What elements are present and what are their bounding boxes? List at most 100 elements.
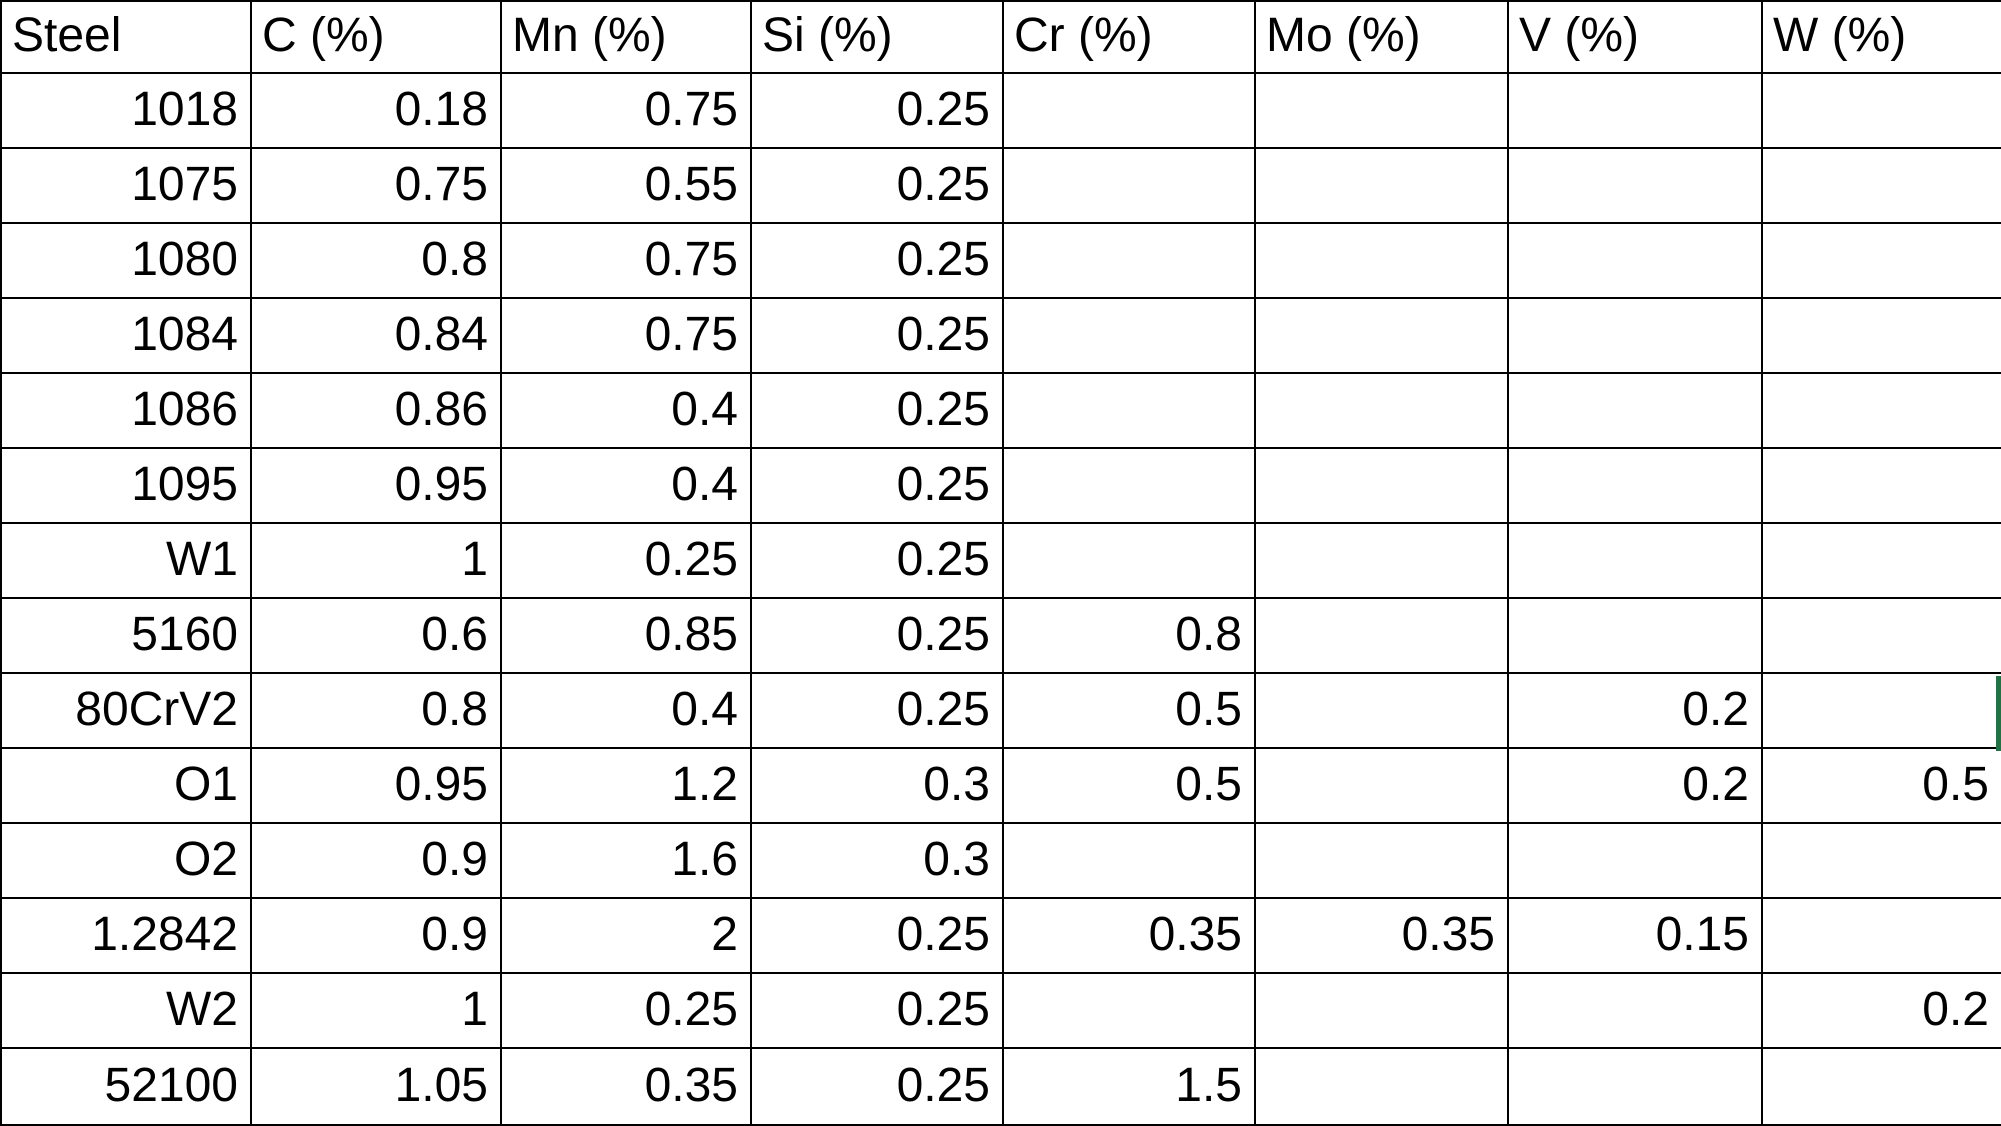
table-cell[interactable] — [1763, 599, 2001, 674]
header-cell-v[interactable]: V (%) — [1509, 2, 1763, 74]
table-cell[interactable] — [1763, 1049, 2001, 1126]
table-cell[interactable] — [1256, 1049, 1509, 1126]
steel-name-cell[interactable]: O2 — [2, 824, 252, 899]
table-cell[interactable] — [1763, 524, 2001, 599]
steel-name-cell[interactable]: 1095 — [2, 449, 252, 524]
table-cell[interactable] — [1256, 974, 1509, 1049]
table-cell[interactable] — [1256, 149, 1509, 224]
table-cell[interactable]: 0.25 — [502, 524, 752, 599]
table-cell[interactable] — [1004, 824, 1256, 899]
table-cell[interactable]: 0.25 — [752, 524, 1004, 599]
table-cell[interactable]: 0.2 — [1763, 974, 2001, 1049]
table-cell[interactable] — [1763, 299, 2001, 374]
table-cell[interactable]: 0.6 — [252, 599, 502, 674]
table-cell[interactable] — [1256, 749, 1509, 824]
table-cell[interactable]: 1.5 — [1004, 1049, 1256, 1126]
table-cell[interactable] — [1256, 449, 1509, 524]
table-cell[interactable] — [1004, 299, 1256, 374]
table-cell[interactable]: 0.95 — [252, 749, 502, 824]
table-cell[interactable]: 0.25 — [752, 74, 1004, 149]
table-cell[interactable] — [1256, 74, 1509, 149]
table-cell[interactable] — [1763, 224, 2001, 299]
table-cell[interactable] — [1763, 824, 2001, 899]
table-cell[interactable]: 0.25 — [752, 899, 1004, 974]
table-cell[interactable]: 0.25 — [752, 449, 1004, 524]
table-cell[interactable]: 0.25 — [752, 374, 1004, 449]
header-cell-mn[interactable]: Mn (%) — [502, 2, 752, 74]
table-cell[interactable] — [1763, 149, 2001, 224]
table-cell[interactable]: 0.25 — [752, 674, 1004, 749]
table-cell[interactable]: 0.35 — [1004, 899, 1256, 974]
table-cell[interactable]: 0.3 — [752, 749, 1004, 824]
table-cell[interactable]: 0.25 — [502, 974, 752, 1049]
table-cell[interactable]: 0.95 — [252, 449, 502, 524]
table-cell[interactable]: 0.4 — [502, 674, 752, 749]
steel-name-cell[interactable]: W1 — [2, 524, 252, 599]
table-cell[interactable]: 0.2 — [1509, 749, 1763, 824]
table-cell[interactable]: 1.05 — [252, 1049, 502, 1126]
steel-name-cell[interactable]: O1 — [2, 749, 252, 824]
table-cell[interactable]: 0.8 — [252, 674, 502, 749]
table-cell[interactable]: 0.5 — [1004, 749, 1256, 824]
header-cell-cr[interactable]: Cr (%) — [1004, 2, 1256, 74]
table-cell[interactable]: 0.25 — [752, 974, 1004, 1049]
table-cell[interactable] — [1509, 974, 1763, 1049]
table-cell[interactable]: 0.15 — [1509, 899, 1763, 974]
table-cell[interactable]: 0.75 — [502, 299, 752, 374]
table-cell[interactable]: 0.84 — [252, 299, 502, 374]
header-cell-si[interactable]: Si (%) — [752, 2, 1004, 74]
table-cell[interactable]: 1 — [252, 524, 502, 599]
table-cell[interactable] — [1509, 824, 1763, 899]
steel-name-cell[interactable]: 52100 — [2, 1049, 252, 1126]
table-cell[interactable]: 2 — [502, 899, 752, 974]
steel-name-cell[interactable]: 1075 — [2, 149, 252, 224]
table-cell[interactable] — [1256, 299, 1509, 374]
table-cell[interactable]: 0.8 — [1004, 599, 1256, 674]
table-cell[interactable]: 0.35 — [1256, 899, 1509, 974]
table-cell[interactable] — [1256, 599, 1509, 674]
steel-name-cell[interactable]: 5160 — [2, 599, 252, 674]
table-cell[interactable] — [1509, 299, 1763, 374]
header-cell-steel[interactable]: Steel — [2, 2, 252, 74]
table-cell[interactable]: 0.86 — [252, 374, 502, 449]
table-cell[interactable]: 0.25 — [752, 1049, 1004, 1126]
table-cell[interactable]: 0.18 — [252, 74, 502, 149]
table-cell[interactable] — [1004, 149, 1256, 224]
table-cell[interactable]: 0.4 — [502, 374, 752, 449]
table-cell[interactable] — [1509, 1049, 1763, 1126]
table-cell[interactable] — [1256, 824, 1509, 899]
steel-name-cell[interactable]: 1084 — [2, 299, 252, 374]
table-cell[interactable]: 0.3 — [752, 824, 1004, 899]
table-cell[interactable]: 0.5 — [1763, 749, 2001, 824]
table-cell[interactable] — [1509, 449, 1763, 524]
header-cell-w[interactable]: W (%) — [1763, 2, 2001, 74]
table-cell[interactable]: 0.8 — [252, 224, 502, 299]
table-cell[interactable]: 0.85 — [502, 599, 752, 674]
table-cell[interactable] — [1763, 449, 2001, 524]
steel-name-cell[interactable]: 1080 — [2, 224, 252, 299]
steel-name-cell[interactable]: 1018 — [2, 74, 252, 149]
table-cell[interactable] — [1004, 974, 1256, 1049]
table-cell[interactable] — [1256, 674, 1509, 749]
table-cell[interactable] — [1763, 899, 2001, 974]
table-cell[interactable]: 0.2 — [1509, 674, 1763, 749]
table-cell[interactable] — [1509, 524, 1763, 599]
table-cell[interactable] — [1004, 524, 1256, 599]
steel-name-cell[interactable]: 80CrV2 — [2, 674, 252, 749]
steel-name-cell[interactable]: W2 — [2, 974, 252, 1049]
table-cell[interactable] — [1509, 374, 1763, 449]
table-cell[interactable]: 0.9 — [252, 899, 502, 974]
table-cell[interactable] — [1004, 74, 1256, 149]
table-cell[interactable]: 1.6 — [502, 824, 752, 899]
table-cell[interactable] — [1256, 374, 1509, 449]
table-cell[interactable] — [1763, 674, 2001, 749]
table-cell[interactable]: 0.25 — [752, 599, 1004, 674]
table-cell[interactable]: 1 — [252, 974, 502, 1049]
table-cell[interactable]: 0.25 — [752, 224, 1004, 299]
table-cell[interactable]: 1.2 — [502, 749, 752, 824]
table-cell[interactable] — [1763, 374, 2001, 449]
table-cell[interactable]: 0.35 — [502, 1049, 752, 1126]
table-cell[interactable]: 0.9 — [252, 824, 502, 899]
table-cell[interactable] — [1509, 74, 1763, 149]
table-cell[interactable] — [1004, 449, 1256, 524]
